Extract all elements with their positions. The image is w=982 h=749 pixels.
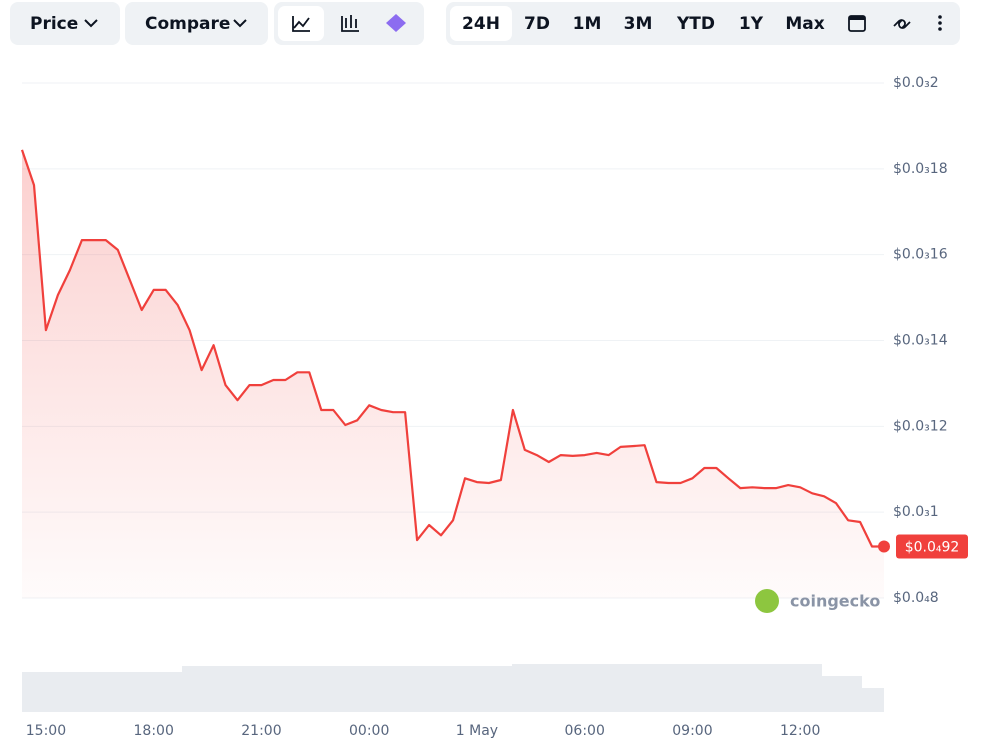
range-button[interactable]: 3M [624,14,653,34]
tradingview-icon[interactable] [386,14,406,32]
range-button[interactable]: 24H [462,14,500,34]
range-button[interactable]: YTD [676,14,715,34]
x-tick-label: 18:00 [134,723,174,739]
y-tick-label: $0.0₄8 [893,590,939,606]
range-button[interactable]: 1M [573,14,602,34]
y-tick-label: $0.0₃18 [893,161,948,177]
area-fill [22,149,884,598]
y-tick-label: $0.0₃14 [893,333,948,349]
x-tick-label: 00:00 [349,723,389,739]
watermark: coingecko [790,592,880,611]
price-dropdown[interactable] [10,2,120,45]
coingecko-logo [755,589,779,613]
range-button[interactable]: Max [785,14,824,34]
range-button[interactable]: 7D [524,14,550,34]
dropdown-label: Price [30,14,78,34]
y-tick-label: $0.0₃16 [893,247,948,263]
y-tick-label: $0.0₃2 [893,75,939,91]
active-range [450,6,512,41]
y-tick-label: $0.0₃12 [893,418,948,434]
compare-dropdown[interactable] [125,2,268,45]
x-tick-label: 15:00 [26,723,66,739]
price-line [20,149,884,548]
link-icon[interactable] [893,19,911,29]
calendar-icon[interactable] [848,15,866,32]
x-tick-label: 06:00 [565,723,605,739]
candle-icon[interactable] [341,15,359,32]
dropdown-label: Compare [145,14,230,34]
x-tick-label: 1 May [456,723,498,739]
x-tick-label: 12:00 [780,723,820,739]
current-price-label: $0.0₄92 [905,540,960,556]
y-tick-label: $0.0₃1 [893,504,939,520]
range-button[interactable]: 1Y [739,14,764,34]
x-tick-label: 09:00 [672,723,712,739]
line-icon [292,16,310,32]
more-icon[interactable] [938,15,942,31]
current-price-badge [896,534,968,559]
x-tick-label: 21:00 [241,723,281,739]
toolbar: Price Compare 24H 7D 1M 3M YTD 1Y Max [10,2,960,45]
chevron [233,19,247,28]
range-group [446,2,960,45]
chevron [84,19,98,28]
current-price-dot [878,540,890,553]
volume-band [22,664,884,712]
